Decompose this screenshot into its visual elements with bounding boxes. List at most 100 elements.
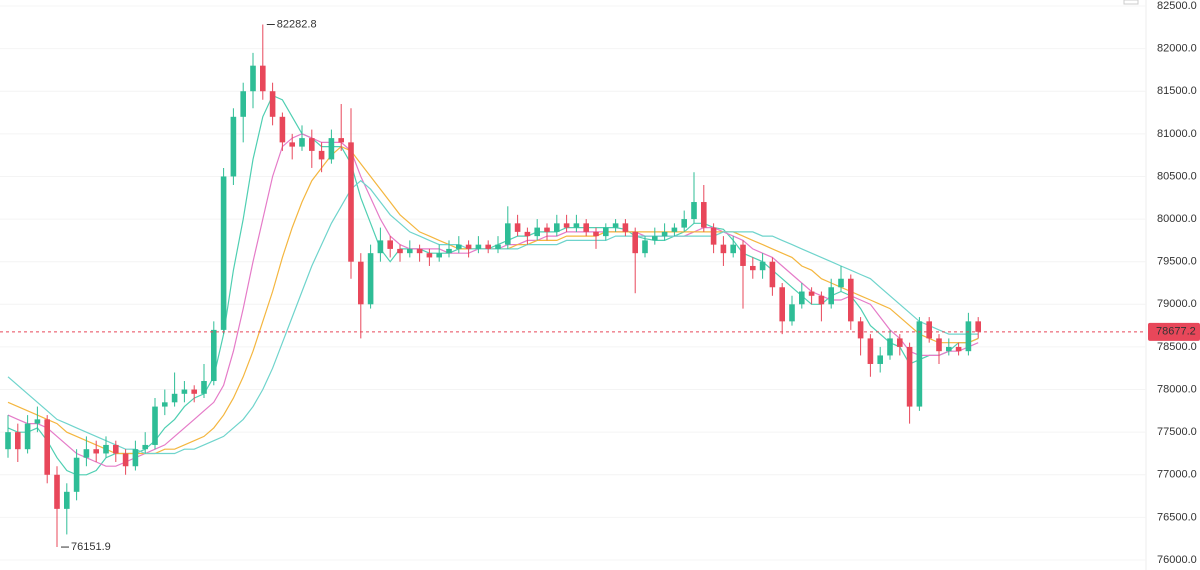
candle-body bbox=[759, 261, 766, 271]
candle-body bbox=[211, 329, 217, 382]
candle-body bbox=[83, 449, 90, 458]
candle-body bbox=[563, 223, 570, 228]
y-tick-label: 78500.0 bbox=[1157, 341, 1197, 353]
candle-body bbox=[230, 116, 237, 177]
candle-body bbox=[965, 321, 972, 352]
y-tick-label: 77500.0 bbox=[1157, 426, 1197, 438]
candle-body bbox=[299, 138, 305, 147]
y-tick-label: 76000.0 bbox=[1157, 554, 1197, 566]
moving-average-line bbox=[7, 179, 979, 455]
candle-body bbox=[220, 176, 227, 330]
candle-body bbox=[54, 474, 60, 509]
candle-body bbox=[887, 338, 893, 356]
candle-body bbox=[387, 240, 393, 249]
y-tick-label: 77000.0 bbox=[1157, 469, 1197, 481]
candle-body bbox=[593, 231, 599, 237]
y-tick-label: 80500.0 bbox=[1157, 170, 1197, 182]
candle-body bbox=[377, 240, 384, 254]
candle-body bbox=[818, 295, 825, 305]
candle-body bbox=[64, 491, 70, 509]
candle-body bbox=[867, 338, 874, 364]
last-price-label: 78677.2 bbox=[1156, 326, 1196, 338]
candle-body bbox=[946, 346, 952, 352]
candle-body bbox=[318, 150, 325, 160]
candle-body bbox=[407, 248, 413, 254]
candle-body bbox=[132, 449, 139, 467]
candle-body bbox=[828, 287, 834, 305]
y-tick-label: 81000.0 bbox=[1157, 128, 1197, 140]
y-tick-label: 78000.0 bbox=[1157, 383, 1197, 395]
candle-body bbox=[622, 223, 629, 232]
candle-body bbox=[44, 419, 50, 475]
candle-body bbox=[661, 231, 668, 237]
y-tick-label: 81500.0 bbox=[1157, 85, 1197, 97]
candle-body bbox=[642, 240, 648, 254]
candle-body bbox=[436, 253, 442, 258]
candle-body bbox=[808, 291, 815, 296]
candle-body bbox=[750, 265, 756, 271]
candle-body bbox=[191, 389, 197, 394]
candle-body bbox=[201, 381, 207, 394]
candle-body bbox=[524, 231, 531, 237]
candle-body bbox=[181, 389, 188, 394]
candle-body bbox=[142, 444, 148, 450]
candle-body bbox=[612, 223, 619, 228]
candle-body bbox=[397, 248, 403, 254]
candle-body bbox=[24, 423, 31, 450]
candle-body bbox=[789, 304, 795, 322]
candle-body bbox=[936, 338, 942, 352]
candle-body bbox=[358, 261, 364, 305]
candle-body bbox=[328, 138, 335, 160]
candle-body bbox=[652, 236, 658, 241]
max-label: 82282.8 bbox=[277, 18, 317, 30]
candle-body bbox=[171, 393, 178, 403]
candle-body bbox=[730, 244, 736, 254]
candle-body bbox=[583, 223, 589, 232]
candle-body bbox=[152, 406, 158, 445]
candle-body bbox=[122, 453, 129, 467]
candle-body bbox=[681, 219, 687, 228]
candle-body bbox=[495, 244, 501, 249]
candle-body bbox=[603, 227, 609, 237]
min-label: 76151.9 bbox=[71, 541, 111, 553]
candle-body bbox=[554, 223, 560, 232]
candle-body bbox=[955, 346, 962, 352]
candle-body bbox=[416, 248, 423, 254]
candle-body bbox=[465, 244, 472, 249]
candle-body bbox=[799, 291, 805, 305]
candle-body bbox=[250, 65, 256, 92]
candle-body bbox=[269, 91, 276, 117]
candle-body bbox=[309, 138, 315, 151]
candle-body bbox=[240, 91, 246, 117]
y-tick-label: 76500.0 bbox=[1157, 511, 1197, 523]
candle-body bbox=[848, 278, 854, 322]
candle-body bbox=[710, 227, 717, 245]
candle-body bbox=[691, 202, 697, 220]
candle-body bbox=[456, 244, 462, 249]
candle-body bbox=[5, 432, 11, 450]
candle-body bbox=[348, 142, 354, 262]
candle-body bbox=[897, 338, 903, 347]
candle-body bbox=[103, 444, 109, 454]
candle-body bbox=[573, 223, 580, 228]
candle-body bbox=[514, 223, 521, 232]
corner-icon bbox=[1123, 0, 1139, 5]
candle-body bbox=[926, 321, 932, 339]
last-price-box bbox=[1148, 322, 1200, 341]
candle-body bbox=[857, 321, 864, 339]
candle-body bbox=[975, 321, 981, 332]
candle-body bbox=[906, 346, 913, 407]
y-tick-label: 79000.0 bbox=[1157, 298, 1197, 310]
candle-body bbox=[279, 116, 286, 143]
candle-body bbox=[671, 227, 678, 232]
moving-average-line bbox=[7, 94, 979, 476]
candle-body bbox=[720, 244, 727, 254]
candle-body bbox=[260, 65, 266, 92]
y-tick-label: 79500.0 bbox=[1157, 256, 1197, 268]
candle-body bbox=[338, 138, 344, 143]
candle-body bbox=[289, 142, 295, 147]
candle-body bbox=[93, 449, 99, 454]
y-tick-label: 82000.0 bbox=[1157, 43, 1197, 55]
candle-body bbox=[701, 202, 707, 228]
